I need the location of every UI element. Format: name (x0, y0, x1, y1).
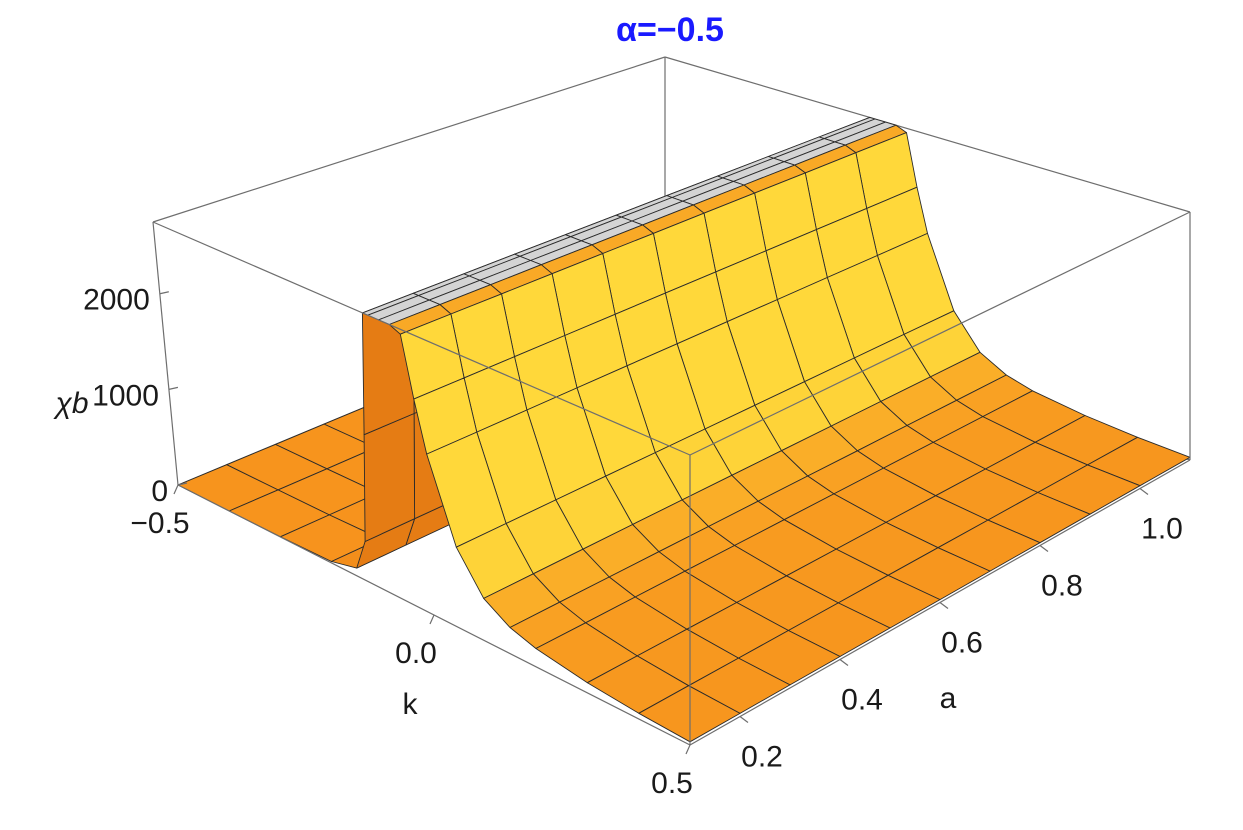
y-tick (1139, 488, 1149, 495)
x-tick (429, 614, 435, 625)
y-tick-label: 0.6 (941, 626, 983, 659)
x-tick (685, 744, 691, 755)
y-tick-label: 0.4 (841, 683, 883, 716)
x-axis-label: k (403, 688, 419, 721)
y-tick (839, 659, 849, 666)
z-tick-label: 0 (151, 475, 168, 508)
y-tick-label: 0.2 (741, 740, 783, 773)
z-tick (159, 291, 169, 295)
y-tick (939, 602, 949, 609)
z-tick-label: 1000 (92, 379, 159, 412)
z-tick (168, 386, 179, 390)
z-tick-label: 2000 (83, 284, 150, 317)
y-tick-label: 1.0 (1141, 512, 1183, 545)
box-front: −0.5 0.0 0.5 0.2 0.4 0.6 0.8 1.0 0 1000 2000 (83, 211, 1191, 800)
y-tick (739, 716, 749, 723)
box-edge (152, 56, 666, 223)
y-tick (1039, 545, 1049, 552)
x-tick-label: 0.0 (395, 637, 437, 670)
surface-patch (363, 413, 416, 542)
x-tick (173, 484, 179, 495)
chart-title: α=−0.5 (616, 11, 724, 49)
z-tick (177, 482, 188, 486)
x-tick-label: 0.5 (651, 767, 693, 800)
surface (177, 116, 1191, 743)
box-edge (152, 221, 691, 456)
box-edge (152, 221, 179, 486)
y-axis-label: a (940, 682, 957, 715)
box-edge (689, 211, 1191, 456)
box-edge (664, 56, 1191, 213)
z-axis-label: χb (52, 387, 88, 420)
y-tick-label: 0.8 (1041, 569, 1083, 602)
x-tick-label: −0.5 (130, 507, 189, 540)
